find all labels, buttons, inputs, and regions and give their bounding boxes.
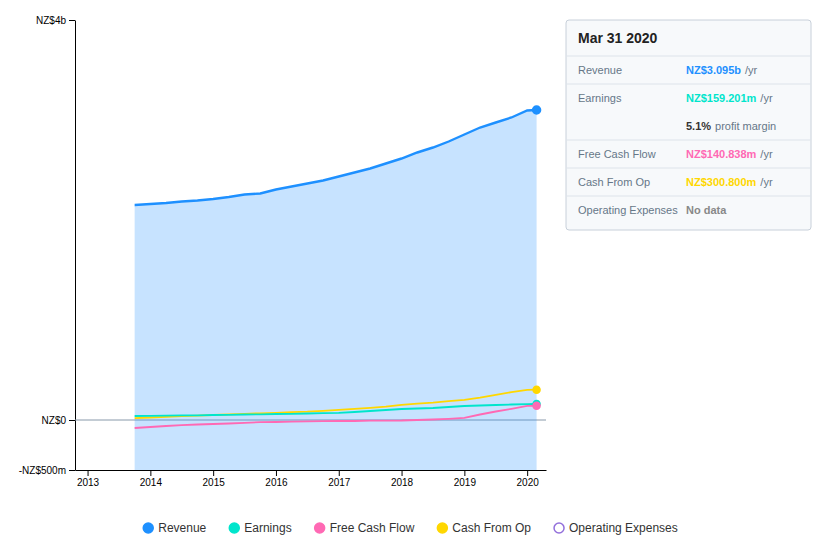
plot: 2013 2014 2015 2016 2017 2018 2019 2020 -NZ$500m…	[19, 15, 547, 488]
y-tick-mark	[69, 420, 75, 421]
legend-item: Cash From Op	[437, 521, 531, 535]
x-tick-mark	[88, 470, 89, 476]
y-axis: -NZ$500m NZ$0 NZ$4b	[19, 15, 76, 476]
end-dot	[533, 386, 540, 393]
legend-label: Operating Expenses	[569, 521, 678, 535]
legend: Revenue Earnings Free Cash Flow Cash From O…	[143, 521, 678, 535]
legend-label: Earnings	[244, 521, 291, 535]
chart-svg: 2013 2014 2015 2016 2017 2018 2019 2020 -NZ$500m…	[0, 0, 821, 560]
chart-container: 2013 2014 2015 2016 2017 2018 2019 2020 -NZ$500m…	[0, 0, 821, 560]
x-axis-line	[76, 470, 547, 471]
x-tick: 2018	[391, 470, 414, 488]
end-dot	[533, 106, 541, 114]
line	[135, 406, 537, 428]
x-tick-mark	[402, 470, 403, 476]
x-tick-label: 2020	[517, 477, 540, 488]
info-label: Revenue	[578, 64, 622, 76]
area	[135, 110, 537, 470]
x-tick-label: 2014	[140, 477, 163, 488]
x-tick-label: 2019	[454, 477, 477, 488]
divider	[566, 84, 811, 85]
line	[135, 390, 537, 419]
info-suffix: /yr	[760, 176, 773, 188]
x-tick: 2020	[517, 470, 540, 488]
line	[135, 110, 537, 205]
x-tick-label: 2018	[391, 477, 414, 488]
divider	[566, 56, 811, 57]
y-tick-label: NZ$4b	[36, 15, 66, 26]
x-tick: 2013	[77, 470, 100, 488]
divider	[566, 140, 811, 141]
y-tick: -NZ$500m	[19, 465, 75, 476]
info-value: NZ$140.838m	[686, 148, 757, 160]
x-tick: 2016	[265, 470, 288, 488]
legend-marker	[437, 523, 447, 533]
divider	[566, 196, 811, 197]
y-tick-mark	[69, 470, 75, 471]
y-tick: NZ$4b	[36, 15, 75, 26]
legend-marker	[143, 523, 153, 533]
info-label: Cash From Op	[578, 176, 650, 188]
y-tick-label: -NZ$500m	[19, 465, 66, 476]
info-suffix: /yr	[745, 64, 758, 76]
info-value: 5.1%	[686, 120, 711, 132]
x-tick-label: 2015	[203, 477, 226, 488]
x-tick-mark	[339, 470, 340, 476]
info-label: Free Cash Flow	[578, 148, 656, 160]
legend-label: Cash From Op	[452, 521, 531, 535]
divider	[566, 168, 811, 169]
legend-marker	[554, 523, 564, 533]
info-suffix: profit margin	[715, 120, 776, 132]
x-tick-label: 2017	[328, 477, 351, 488]
legend-item: Revenue	[143, 521, 206, 535]
x-tick-label: 2013	[77, 477, 100, 488]
y-tick: NZ$0	[42, 415, 75, 426]
legend-item: Operating Expenses	[554, 521, 678, 535]
x-tick-mark	[527, 470, 528, 476]
info-value: NZ$300.800m	[686, 176, 757, 188]
info-label: Operating Expenses	[578, 204, 678, 216]
title: Mar 31 2020	[578, 30, 658, 46]
info-value: No data	[686, 204, 727, 216]
x-tick: 2019	[454, 470, 477, 488]
x-tick-mark	[464, 470, 465, 476]
x-tick-mark	[150, 470, 151, 476]
x-tick: 2017	[328, 470, 351, 488]
legend-item: Free Cash Flow	[315, 521, 415, 535]
x-tick: 2015	[203, 470, 226, 488]
info-suffix: /yr	[760, 148, 773, 160]
legend-marker	[229, 523, 239, 533]
y-tick-mark	[69, 20, 75, 21]
info-value: NZ$3.095b	[686, 64, 741, 76]
info-box-frame	[566, 20, 811, 230]
legend-label: Free Cash Flow	[330, 521, 415, 535]
end-dot	[533, 402, 540, 409]
x-tick-mark	[213, 470, 214, 476]
plot-area	[135, 106, 541, 470]
y-axis-line	[75, 21, 76, 471]
x-tick-label: 2016	[265, 477, 288, 488]
x-axis: 2013 2014 2015 2016 2017 2018 2019 2020	[76, 470, 547, 488]
info-label: Earnings	[578, 92, 622, 104]
line	[135, 404, 537, 416]
x-tick: 2014	[140, 470, 163, 488]
legend-marker	[315, 523, 325, 533]
x-tick-mark	[276, 470, 277, 476]
legend-label: Revenue	[158, 521, 206, 535]
info-suffix: /yr	[760, 92, 773, 104]
info-box: Mar 31 2020 Revenue NZ$3.095b/yr Earnings NZ…	[566, 20, 811, 230]
y-tick-label: NZ$0	[42, 415, 67, 426]
info-value: NZ$159.201m	[686, 92, 757, 104]
legend-item: Earnings	[229, 521, 291, 535]
